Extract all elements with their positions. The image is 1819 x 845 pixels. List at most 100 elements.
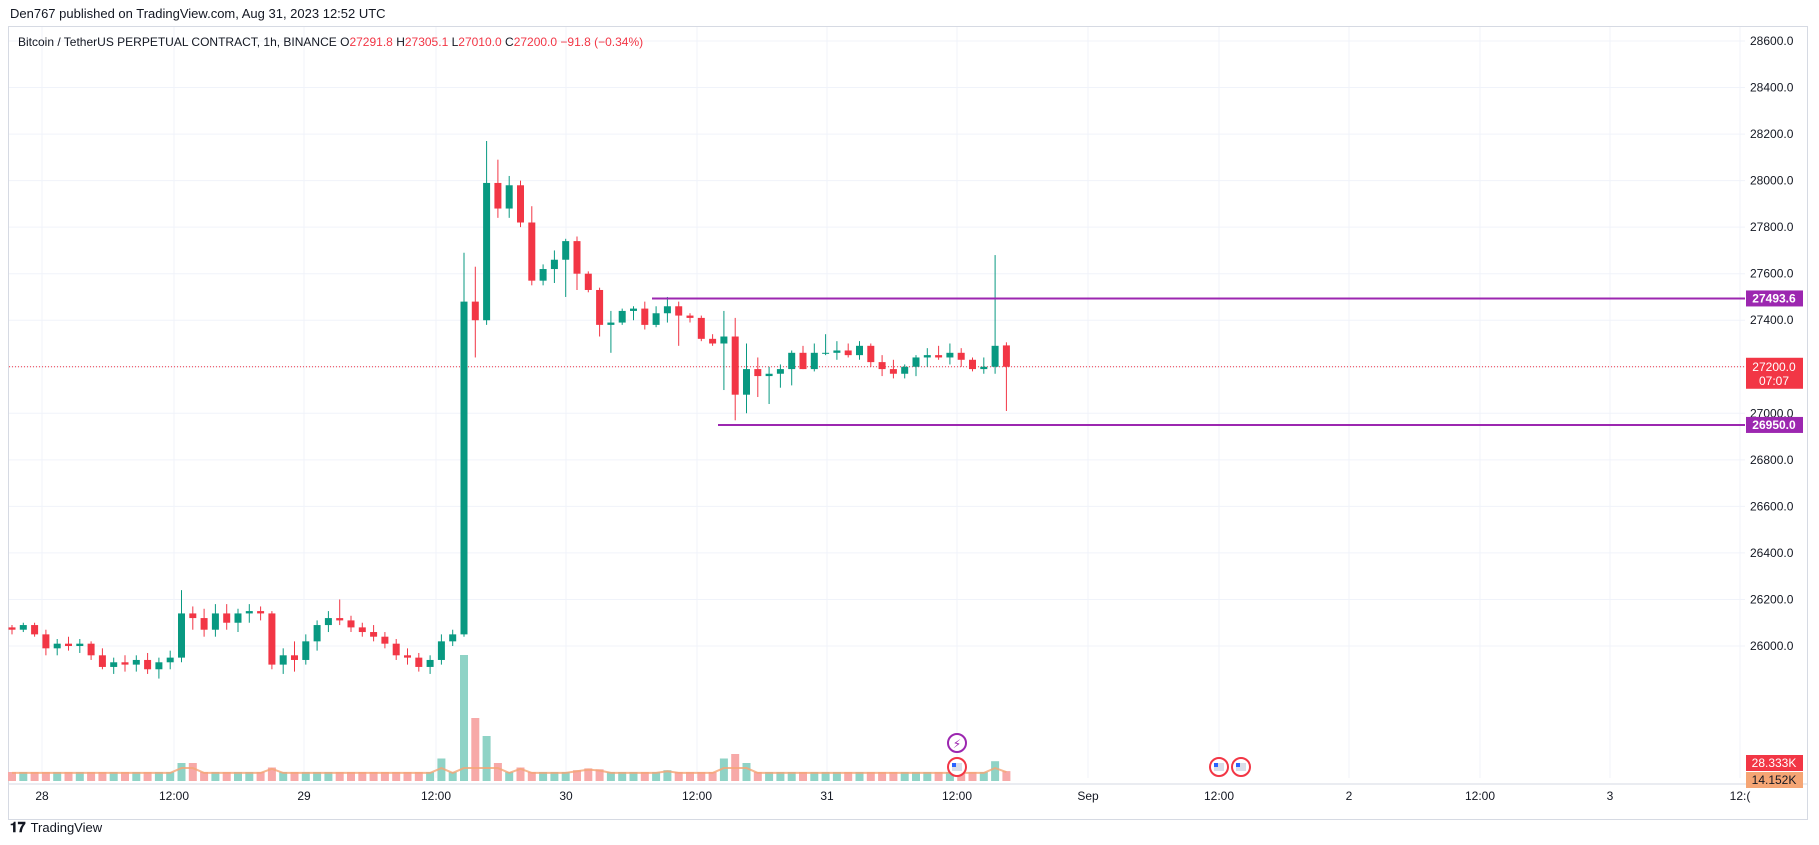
candle-body — [291, 655, 298, 660]
volume-bar — [245, 772, 254, 781]
volume-bar — [324, 772, 333, 781]
candle-body — [697, 317, 705, 339]
candle-body — [257, 611, 265, 614]
candle-body — [211, 613, 219, 630]
volume-bar — [900, 772, 909, 781]
x-tick-label: 12:00 — [421, 789, 451, 803]
volume-bar — [821, 772, 830, 781]
candle-body — [663, 306, 671, 314]
footer-brand[interactable]: 𝟏𝟕 TradingView — [10, 819, 102, 836]
volume-bar — [652, 772, 661, 781]
candle-body — [449, 634, 457, 642]
us-flag-stripes-icon — [1214, 763, 1224, 771]
high-label: H — [396, 35, 405, 49]
volume-bar — [618, 772, 627, 781]
y-tick-label: 27000.0 — [1750, 406, 1794, 420]
volume-bar — [878, 772, 887, 781]
low-label: L — [451, 35, 459, 49]
y-tick-label: 27600.0 — [1750, 267, 1794, 281]
volume-bar — [75, 772, 84, 781]
high-value: 27305.1 — [404, 35, 449, 49]
candle-body — [324, 618, 332, 626]
volume-bar — [787, 772, 796, 781]
volume-bar — [855, 772, 864, 781]
us-flag-stripes-icon — [952, 763, 962, 771]
volume-bar — [392, 772, 401, 781]
countdown-label: 07:07 — [1759, 374, 1789, 388]
volume-bar — [539, 772, 548, 781]
volume-bar — [493, 763, 502, 781]
symbol-name[interactable]: Bitcoin / TetherUS PERPETUAL CONTRACT, 1… — [18, 35, 337, 49]
candle-body — [709, 338, 717, 344]
volume-bar — [426, 772, 435, 781]
candle-body — [607, 322, 615, 325]
x-tick-label: 12:00 — [942, 789, 972, 803]
x-tick-label: 29 — [297, 789, 311, 803]
x-tick-label: 2 — [1346, 789, 1353, 803]
y-tick-label: 28400.0 — [1750, 81, 1794, 95]
candle-body — [98, 655, 106, 667]
volume-bar — [471, 718, 480, 781]
volume-bar — [979, 772, 988, 781]
candle-body — [166, 657, 174, 663]
candle-body — [494, 182, 502, 209]
candle-body — [42, 634, 50, 649]
candle-body — [844, 350, 852, 356]
candle-body — [788, 352, 796, 370]
volume-bar — [957, 772, 966, 781]
volume-bar — [708, 772, 717, 781]
candle-body — [550, 259, 558, 270]
level-label: 26950.0 — [1752, 418, 1796, 432]
volume-bar — [98, 772, 107, 781]
candle-body — [223, 613, 231, 623]
level-label-box — [1746, 416, 1803, 433]
volume-bar — [222, 772, 231, 781]
candle-body — [87, 643, 95, 656]
x-tick-label: 31 — [820, 789, 834, 803]
candle-body — [358, 627, 366, 633]
candle-body — [856, 345, 863, 356]
y-tick-label: 27400.0 — [1750, 313, 1794, 327]
volume-label-box — [1746, 772, 1803, 788]
candle-body — [810, 352, 818, 370]
candle-body — [426, 659, 434, 667]
volume-bar — [573, 770, 581, 781]
volume-bar — [211, 772, 220, 781]
candle-body — [121, 662, 129, 665]
volume-bar — [629, 772, 638, 781]
y-tick-label: 26400.0 — [1750, 546, 1794, 560]
candle-body — [731, 336, 739, 395]
candle-body — [935, 355, 943, 358]
candle-body — [630, 308, 637, 311]
volume-label-box — [1746, 755, 1803, 771]
volume-bar — [753, 772, 762, 781]
volume-bar — [267, 767, 276, 781]
volume-bar — [87, 772, 96, 781]
volume-bar — [41, 772, 50, 781]
us-flag-canton-icon — [1214, 763, 1218, 767]
volume-bar — [347, 772, 355, 781]
volume-ma-line — [12, 766, 1007, 774]
volume-bar — [527, 772, 536, 781]
candle-body — [392, 643, 400, 656]
volume-bar — [380, 772, 389, 781]
candle-body — [822, 352, 830, 354]
candle-body — [596, 289, 604, 325]
us-flag-canton-icon — [952, 763, 956, 767]
publisher-caption: Den767 published on TradingView.com, Aug… — [10, 6, 386, 21]
candle-body — [923, 355, 931, 358]
volume-bar — [369, 772, 378, 781]
candle-body — [200, 618, 208, 630]
candle-body — [437, 641, 445, 660]
volume-bar — [313, 772, 322, 781]
x-tick-label: 12:( — [1730, 789, 1751, 803]
candle-body — [765, 373, 773, 377]
volume-bar — [30, 772, 39, 781]
x-tick-label: 28 — [35, 789, 49, 803]
volume-bar — [64, 772, 73, 781]
low-value: 27010.0 — [458, 35, 502, 49]
level-label-box — [1746, 290, 1803, 307]
x-tick-label: 12:00 — [682, 789, 712, 803]
candle-body — [720, 336, 728, 344]
